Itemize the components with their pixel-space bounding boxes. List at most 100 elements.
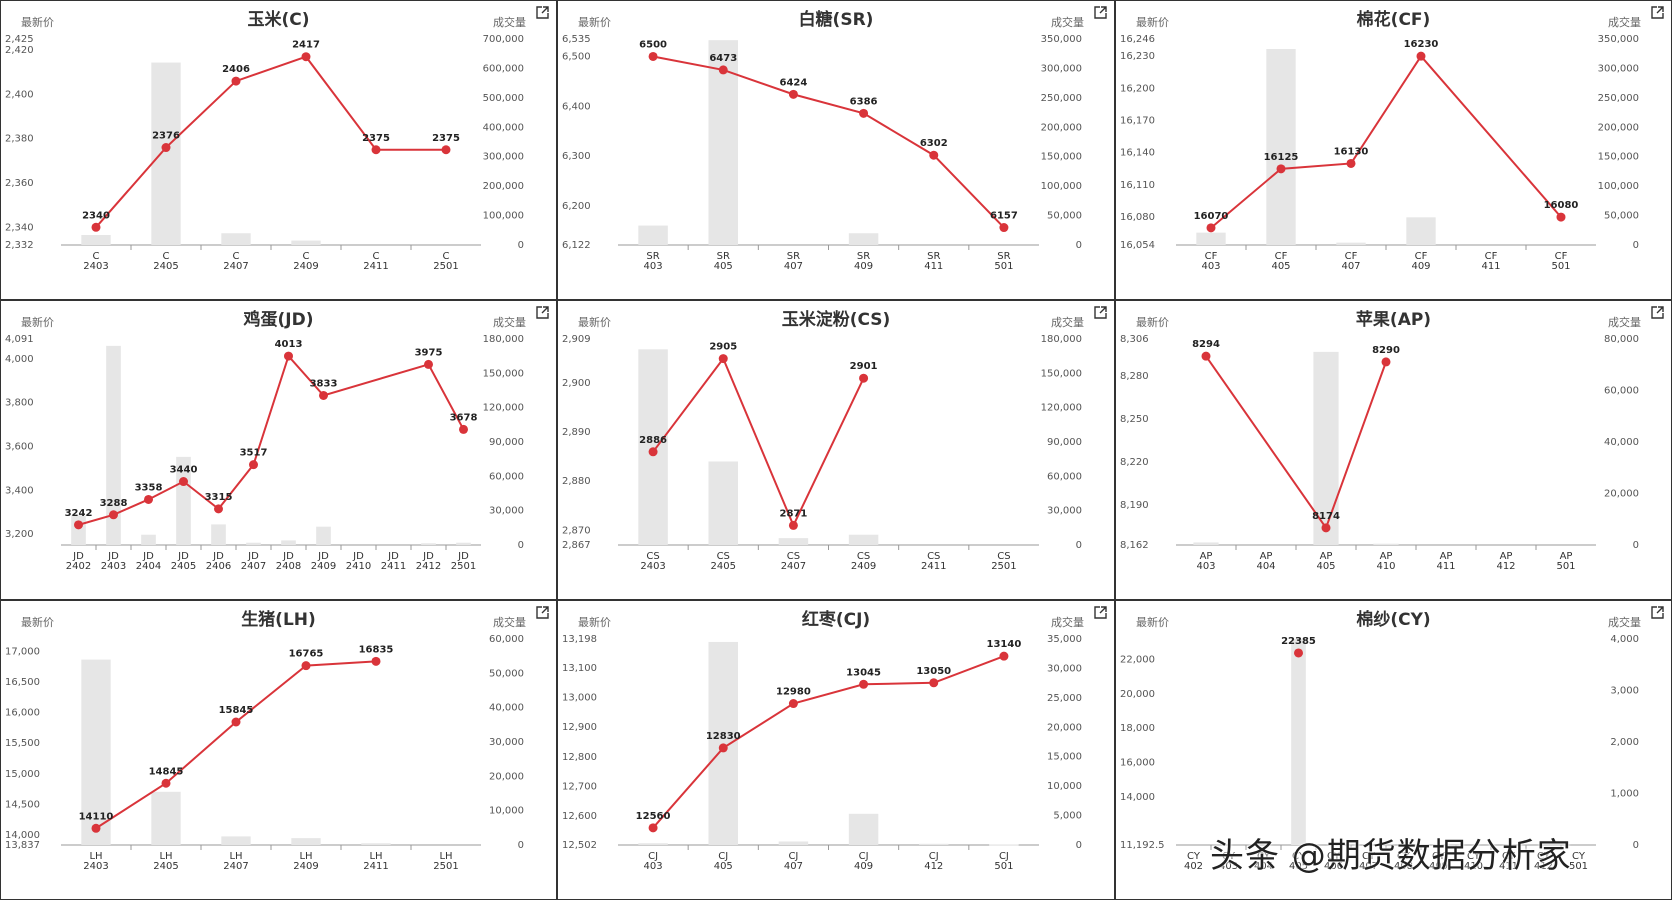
y-left-tick: 2,332 — [5, 240, 34, 251]
category-label: C 2501 — [433, 251, 458, 272]
price-data-label: 3440 — [170, 465, 198, 476]
chart-panel: 棉花(CF) 最新价 成交量 16,054 16,080 16,110 16,140 16,1… — [1115, 0, 1672, 300]
y-left-tick: 12,502 — [562, 840, 597, 851]
y-right-tick: 150,000 — [1041, 152, 1082, 163]
category-label: CF 403 — [1201, 251, 1220, 272]
volume-bar — [281, 540, 296, 545]
price-point — [1321, 523, 1331, 533]
price-point — [301, 661, 311, 671]
left-axis-label: 最新价 — [1136, 316, 1169, 329]
price-data-label: 8294 — [1192, 339, 1220, 350]
y-right-tick: 5,000 — [1053, 811, 1082, 822]
price-point — [718, 354, 728, 364]
price-data-label: 6473 — [709, 53, 737, 64]
y-left-tick: 6,200 — [562, 201, 591, 212]
category-label: LH 2411 — [363, 851, 388, 872]
y-right-tick: 0 — [1076, 240, 1082, 251]
y-right-tick: 180,000 — [483, 334, 524, 345]
category-label: CJ 405 — [714, 851, 733, 872]
price-line — [95, 660, 377, 830]
y-left-tick: 3,200 — [5, 529, 34, 540]
volume-bar — [211, 524, 226, 545]
y-left-tick: 13,837 — [5, 840, 40, 851]
export-icon[interactable] — [1650, 5, 1665, 20]
y-right-tick: 150,000 — [1041, 368, 1082, 379]
category-label: JD 2402 — [66, 551, 91, 572]
right-axis-label: 成交量 — [493, 16, 526, 29]
category-label: AP 403 — [1196, 551, 1215, 572]
y-left-tick: 3,600 — [5, 441, 34, 452]
chart-plot: 3,200 3,400 3,600 3,800 4,000 4,091 0 30,000 60,… — [5, 334, 524, 572]
category-label: LH 2407 — [223, 851, 248, 872]
category-label: CS 2409 — [851, 551, 876, 572]
export-icon[interactable] — [1093, 605, 1108, 620]
left-axis-label: 最新价 — [21, 616, 54, 629]
y-left-tick: 18,000 — [1120, 723, 1155, 734]
category-label: SR 403 — [644, 251, 663, 272]
category-label: CY 410 — [1464, 851, 1483, 872]
category-label: CJ 403 — [644, 851, 663, 872]
export-icon[interactable] — [1650, 605, 1665, 620]
volume-bar — [106, 345, 121, 545]
chart-title: 棉纱(CY) — [1356, 610, 1431, 630]
volume-bar — [778, 538, 809, 545]
category-label: CF 501 — [1551, 251, 1570, 272]
price-data-label: 8174 — [1312, 511, 1340, 522]
y-left-tick: 2,400 — [5, 89, 34, 100]
export-icon[interactable] — [535, 305, 550, 320]
price-data-label: 6386 — [850, 96, 878, 107]
category-label: JD 2404 — [136, 551, 161, 572]
chart-panel: 玉米淀粉(CS) 最新价 成交量 2,867 2,870 2,880 2,890 2,900 2… — [557, 300, 1115, 600]
price-point — [648, 51, 658, 61]
y-right-tick: 30,000 — [1047, 506, 1082, 517]
volume-bar — [81, 659, 111, 845]
y-left-tick: 8,306 — [1120, 334, 1149, 345]
y-right-tick: 150,000 — [1598, 152, 1639, 163]
price-data-label: 2406 — [222, 64, 250, 75]
price-line — [78, 354, 465, 526]
left-axis-label: 最新价 — [578, 316, 611, 329]
export-icon[interactable] — [535, 605, 550, 620]
price-point — [284, 351, 293, 361]
category-label: AP 411 — [1436, 551, 1455, 572]
price-point — [214, 504, 223, 514]
category-label: LH 2403 — [83, 851, 108, 872]
price-data-label: 6500 — [639, 39, 667, 50]
category-label: AP 405 — [1316, 551, 1335, 572]
y-left-tick: 20,000 — [1120, 689, 1155, 700]
export-icon[interactable] — [1093, 5, 1108, 20]
y-left-tick: 2,867 — [562, 540, 591, 551]
chart-panel: 玉米(C) 最新价 成交量 2,332 2,340 2,360 2,380 2,400 2,42… — [0, 0, 557, 300]
export-icon[interactable] — [1650, 305, 1665, 320]
volume-bar — [221, 836, 251, 845]
category-label: CJ 412 — [924, 851, 943, 872]
price-data-label: 14110 — [79, 811, 114, 822]
export-icon[interactable] — [1093, 305, 1108, 320]
category-label: SR 405 — [714, 251, 733, 272]
price-data-label: 16765 — [289, 649, 324, 660]
y-right-tick: 90,000 — [489, 437, 524, 448]
right-axis-label: 成交量 — [1051, 316, 1084, 329]
y-right-tick: 0 — [1633, 840, 1639, 851]
category-label: CS 2501 — [991, 551, 1016, 572]
category-label: CY 411 — [1499, 851, 1518, 872]
price-data-label: 3833 — [310, 378, 338, 389]
export-icon[interactable] — [535, 5, 550, 20]
y-left-tick: 15,000 — [5, 769, 40, 780]
y-left-tick: 13,100 — [562, 663, 597, 674]
price-data-label: 16125 — [1264, 152, 1299, 163]
volume-bar — [456, 542, 471, 545]
price-point — [1416, 51, 1426, 61]
price-point — [301, 52, 311, 62]
price-point — [1276, 164, 1286, 174]
price-data-label: 3517 — [240, 448, 268, 459]
y-right-tick: 40,000 — [1604, 437, 1639, 448]
price-data-label: 13045 — [846, 667, 881, 678]
y-left-tick: 16,230 — [1120, 51, 1155, 62]
category-label: CJ 407 — [784, 851, 803, 872]
category-label: C 2407 — [223, 251, 248, 272]
price-data-label: 22385 — [1281, 636, 1316, 647]
price-line — [652, 356, 865, 528]
